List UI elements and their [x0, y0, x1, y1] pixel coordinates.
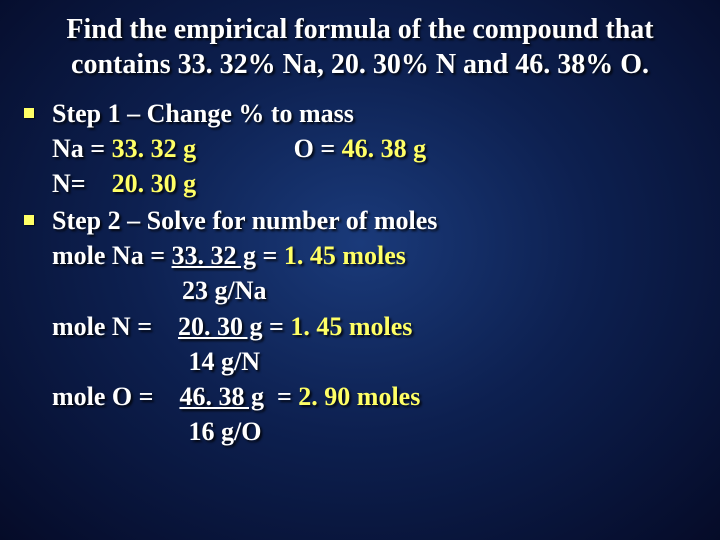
step-2-content: Step 2 – Solve for number of moles mole …	[52, 203, 698, 449]
mole-na-line: mole Na = 33. 32 g = 1. 45 moles	[52, 238, 698, 273]
mole-na-denom: 23 g/Na	[52, 273, 698, 308]
step-1-na-o: Na = 33. 32 g O = 46. 38 g	[52, 131, 698, 166]
bullet-icon	[24, 215, 34, 225]
step-1-content: Step 1 – Change % to mass Na = 33. 32 g …	[52, 96, 698, 201]
step-1-heading: Step 1 – Change % to mass	[52, 96, 698, 131]
mole-n-denom: 14 g/N	[52, 344, 698, 379]
step-2: Step 2 – Solve for number of moles mole …	[22, 203, 698, 449]
bullet-icon	[24, 108, 34, 118]
step-2-heading: Step 2 – Solve for number of moles	[52, 203, 698, 238]
slide-title: Find the empirical formula of the compou…	[22, 12, 698, 82]
mole-n-line: mole N = 20. 30 g = 1. 45 moles	[52, 309, 698, 344]
step-1-n: N= 20. 30 g	[52, 166, 698, 201]
mole-o-line: mole O = 46. 38 g = 2. 90 moles	[52, 379, 698, 414]
step-1: Step 1 – Change % to mass Na = 33. 32 g …	[22, 96, 698, 201]
mole-o-denom: 16 g/O	[52, 414, 698, 449]
